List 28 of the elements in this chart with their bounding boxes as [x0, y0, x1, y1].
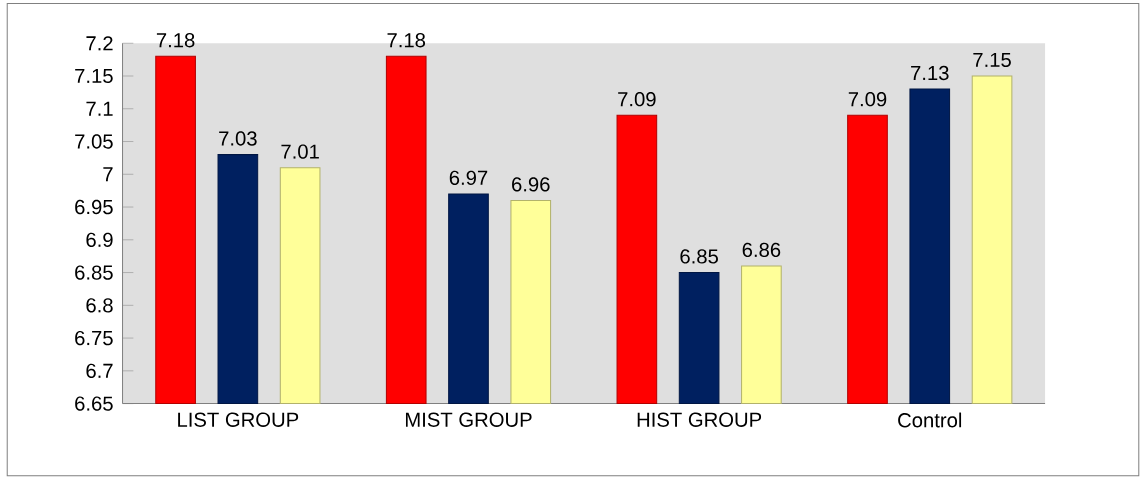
data-label: 7.01 — [281, 144, 319, 159]
data-label: 7.13 — [911, 65, 949, 81]
y-tick-label: 7.1 — [86, 101, 113, 116]
data-label: 7.09 — [848, 91, 887, 107]
y-tick-label: 6.75 — [75, 330, 113, 346]
y-tick-label: 7.2 — [86, 36, 113, 51]
x-tick-label: LIST GROUP — [178, 412, 299, 427]
data-label: 7.18 — [156, 32, 195, 48]
x-tick-label: HIST GROUP — [637, 412, 762, 427]
y-tick-label: 6.65 — [75, 396, 113, 411]
y-tick-label: 6.8 — [86, 298, 113, 313]
y-tick-label: 7 — [103, 167, 113, 182]
x-tick-label: MIST GROUP — [405, 412, 532, 427]
data-label: 7.03 — [219, 131, 257, 146]
x-tick-label: Control — [898, 412, 962, 428]
y-tick-label: 6.85 — [75, 265, 113, 280]
data-label: 7.18 — [387, 32, 426, 48]
data-label: 6.97 — [449, 170, 488, 185]
data-label: 6.85 — [680, 249, 718, 264]
y-tick-label: 7.05 — [75, 134, 113, 149]
y-tick-label: 6.95 — [75, 199, 113, 215]
y-tick-label: 6.9 — [86, 232, 113, 247]
y-tick-label: 7.15 — [75, 68, 113, 83]
data-label: 7.09 — [618, 91, 656, 107]
data-label: 6.86 — [742, 242, 781, 257]
y-tick-label: 6.7 — [86, 363, 113, 378]
data-label: 7.15 — [973, 52, 1011, 67]
data-label: 6.96 — [512, 177, 550, 192]
